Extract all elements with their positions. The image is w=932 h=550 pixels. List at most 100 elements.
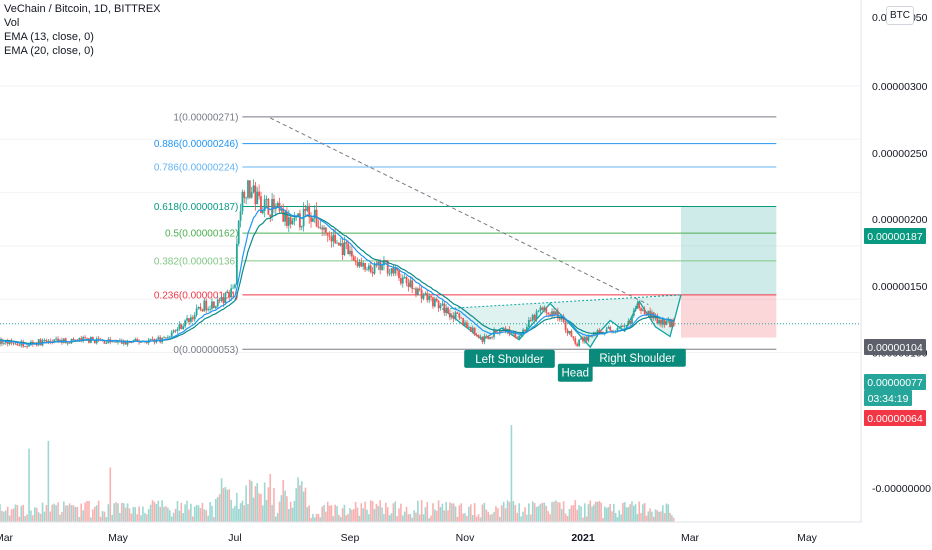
candle-body — [366, 269, 368, 271]
volume-bar — [312, 513, 314, 522]
price-tick-label: 0.00000300 — [872, 81, 928, 93]
candle-body — [449, 313, 451, 318]
volume-bar — [473, 503, 476, 522]
volume-bar — [422, 514, 425, 522]
volume-bar — [572, 505, 575, 522]
candle-body — [551, 311, 553, 317]
volume-bar — [16, 504, 19, 522]
volume-bar — [479, 517, 482, 522]
ema13-indicator-label[interactable]: EMA (13, close, 0) — [4, 31, 94, 43]
currency-badge[interactable]: BTC — [886, 6, 914, 25]
candle-body — [512, 332, 515, 334]
volume-bar — [113, 503, 115, 522]
volume-bar — [61, 511, 63, 522]
volume-bar — [78, 517, 81, 522]
volume-bar — [35, 507, 38, 522]
volume-bar — [128, 508, 131, 522]
candle-body — [159, 337, 162, 343]
volume-bar — [383, 513, 385, 522]
candle-body — [213, 301, 215, 309]
time-axis[interactable]: Mar May Jul Sep Nov 2021 Mar May — [0, 532, 818, 544]
volume-bar — [598, 501, 601, 522]
volume-bar — [368, 514, 370, 522]
volume-bar — [354, 502, 357, 522]
volume-bar — [643, 502, 646, 522]
candle-body — [634, 308, 637, 311]
candle-body — [643, 309, 646, 315]
candle-body — [0, 339, 1, 345]
candle-body — [640, 308, 642, 311]
candle-body — [267, 198, 270, 215]
candle-body — [291, 220, 294, 225]
candle-body — [299, 213, 301, 228]
volume-bar — [68, 503, 71, 522]
volume-bar — [651, 511, 653, 522]
volume-bar — [518, 503, 520, 522]
volume-bar — [638, 501, 641, 522]
volume-indicator-label[interactable]: Vol — [4, 17, 20, 29]
candle-body — [18, 345, 21, 347]
candle-body — [220, 297, 223, 301]
long-position-stop-zone[interactable] — [680, 294, 777, 338]
candle-body — [411, 280, 414, 289]
candle-body — [235, 243, 238, 285]
candle-body — [580, 337, 582, 340]
volume-bar — [543, 502, 546, 522]
volume-bar — [289, 501, 292, 522]
candle-body — [518, 336, 521, 338]
candle-body — [510, 333, 513, 335]
volume-bar — [541, 502, 544, 522]
volume-bar — [174, 508, 177, 522]
candle-body — [323, 227, 325, 230]
price-badge: 0.00000187 — [864, 228, 926, 244]
volume-bar — [468, 506, 470, 522]
volume-bar — [377, 506, 380, 522]
candle-body — [306, 206, 309, 211]
ema20-indicator-label[interactable]: EMA (20, close, 0) — [4, 45, 94, 57]
candle-body — [450, 315, 453, 318]
volume-bar — [352, 509, 355, 522]
volume-bar — [53, 503, 55, 522]
volume-bar — [41, 502, 44, 522]
volume-bar — [117, 503, 119, 522]
pattern-label[interactable]: Head — [557, 363, 593, 382]
volume-bar — [665, 503, 668, 522]
volume-bar — [119, 512, 121, 522]
volume-bar — [258, 493, 260, 522]
volume-bar — [308, 505, 310, 522]
long-position-target-zone[interactable] — [680, 206, 777, 295]
candle-body — [358, 261, 361, 267]
volume-bar — [278, 501, 281, 522]
candle-body — [39, 339, 42, 346]
price-tick-label: 0.00000250 — [872, 148, 928, 160]
candle-body — [182, 326, 185, 330]
volume-bar — [265, 500, 268, 522]
candle-body — [197, 307, 200, 309]
volume-bar — [400, 503, 402, 522]
volume-bar — [232, 508, 234, 522]
candle-body — [47, 340, 50, 342]
volume-bar — [625, 507, 628, 522]
pattern-label[interactable]: Right Shoulder — [589, 348, 686, 367]
candle-body — [91, 337, 94, 340]
symbol-title[interactable]: VeChain / Bitcoin, 1D, BITTREX — [4, 3, 161, 15]
fibonacci-retracement[interactable]: 1(0.00000271) 0.886(0.00000246) 0.786(0.00… — [154, 112, 777, 356]
ema13-line[interactable] — [0, 206, 674, 345]
volume-bar — [347, 513, 349, 522]
volume-bar — [634, 504, 637, 522]
volume-bar — [632, 505, 635, 522]
volume-bar — [528, 503, 530, 522]
volume-bar — [623, 502, 626, 522]
price-tick-label: -0.00000000 — [872, 483, 931, 495]
volume-bar — [72, 505, 75, 522]
candle-body — [328, 235, 331, 237]
pattern-label[interactable]: Left Shoulder — [464, 349, 555, 368]
price-badge: 0.00000104 — [864, 339, 926, 355]
volume-bar — [132, 506, 135, 522]
volume-bar — [417, 500, 419, 522]
candle-body — [254, 185, 257, 205]
candle-body — [469, 326, 472, 332]
candle-body — [324, 227, 327, 233]
dashed-trend-line[interactable] — [270, 117, 649, 305]
